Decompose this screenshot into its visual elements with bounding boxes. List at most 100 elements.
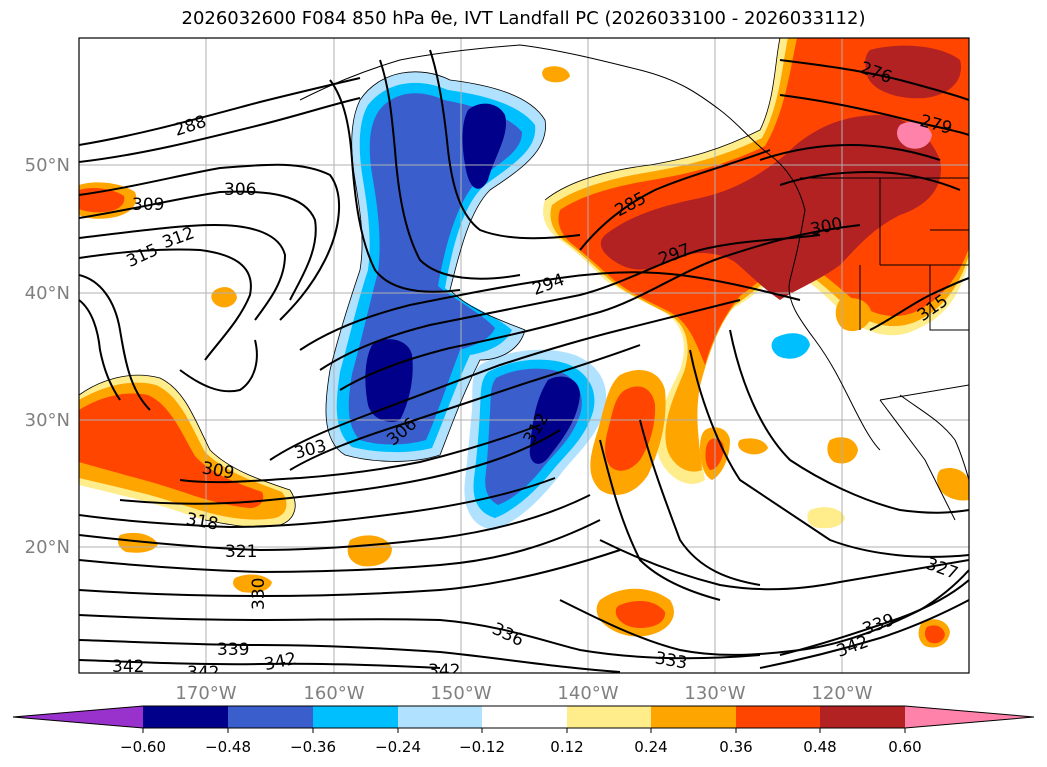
warm-region-mid-red — [605, 386, 656, 471]
colorbar-segment — [313, 706, 398, 728]
contour-342-b — [759, 599, 969, 669]
contour-300 — [339, 224, 861, 391]
colorbar-labels: −0.60 −0.48 −0.36 −0.24 −0.12 0.12 0.24 … — [120, 738, 922, 756]
lat-label: 30°N — [25, 410, 70, 431]
warm-region-small-l — [738, 438, 768, 455]
border-us-mexico — [879, 384, 969, 401]
contour-315-e — [869, 277, 969, 331]
warm-region-south-red — [615, 600, 666, 628]
colorbar-label: −0.60 — [120, 738, 166, 756]
lon-label: 150°W — [430, 683, 491, 704]
contour-321 — [79, 494, 591, 552]
contour-outer-loop-1 — [79, 274, 151, 411]
colorbar-label: −0.24 — [375, 738, 421, 756]
contour-294 — [299, 271, 801, 351]
colorbar-label: 0.12 — [550, 738, 583, 756]
coast-baja — [879, 399, 956, 521]
contour-label: 342 — [112, 657, 144, 677]
contour-306 — [79, 163, 341, 321]
lat-label: 20°N — [25, 537, 70, 558]
warm-region-hawaii-orange — [347, 535, 392, 567]
contour-label: 330 — [249, 578, 269, 610]
contour-trough-3 — [429, 49, 581, 240]
colorbar-label: 0.48 — [803, 738, 836, 756]
warm-region-small-g — [924, 625, 945, 644]
colorbar-segment — [228, 706, 313, 728]
colorbar-extend-min — [13, 706, 143, 728]
coast-mexico — [899, 394, 969, 481]
contour-east-2 — [729, 329, 969, 514]
warm-region-north-cap — [865, 45, 961, 99]
lon-label: 140°W — [557, 683, 618, 704]
longitude-labels: 170°W 160°W 150°W 140°W 130°W 120°W — [175, 683, 872, 704]
contour-label: 321 — [225, 542, 257, 562]
colorbar-label: 0.60 — [888, 738, 921, 756]
colorbar-segment — [567, 706, 651, 728]
contour-309-b — [179, 424, 541, 484]
colorbar-segment — [482, 706, 567, 728]
coast-alaska — [299, 44, 806, 211]
map-field: 288 306 309 315 312 294 285 297 300 276 … — [79, 38, 969, 683]
contour-east-1 — [689, 349, 969, 558]
contour-trough-1 — [329, 79, 461, 293]
edge-warm-ne — [544, 38, 781, 201]
contour-trough-2 — [379, 59, 521, 280]
warm-region-pink — [897, 121, 932, 149]
contour-327 — [599, 539, 969, 591]
colorbar-label: 0.24 — [634, 738, 667, 756]
contour-324 — [79, 519, 601, 574]
map-frame — [78, 37, 970, 674]
warm-region-small-j — [835, 298, 872, 332]
contour-label: 333 — [653, 648, 688, 673]
colorbar-ticks — [142, 728, 906, 733]
colorbar-segment — [143, 706, 228, 728]
contour-east-3 — [599, 439, 721, 601]
contour-339-b — [779, 579, 969, 656]
warm-region-west-red — [79, 393, 264, 508]
colorbar-segment — [398, 706, 482, 728]
contour-297 — [319, 234, 821, 371]
map-title: 2026032600 F084 850 hPa θe, IVT Landfall… — [181, 8, 866, 29]
lat-label: 50°N — [25, 155, 70, 176]
coast-west-us — [788, 209, 881, 451]
lon-label: 130°W — [684, 683, 745, 704]
graticule — [79, 38, 969, 673]
contour-336 — [79, 614, 761, 660]
colorbar-label: −0.36 — [290, 738, 336, 756]
warm-region-small-k — [937, 468, 969, 501]
lon-label: 170°W — [175, 683, 236, 704]
colorbar-extend-max — [905, 706, 1034, 728]
contour-label: 342 — [428, 661, 460, 681]
contour-label: 342 — [187, 663, 219, 683]
contour-label: 339 — [217, 640, 249, 660]
warm-region-small-h — [807, 507, 845, 529]
contour-288-b — [79, 97, 361, 163]
contour-318 — [79, 477, 556, 529]
theta-e-contours — [79, 49, 969, 673]
warm-region-small-a — [211, 287, 237, 308]
contour-312 — [79, 223, 287, 321]
contour-342 — [79, 659, 441, 669]
contour-339 — [79, 639, 621, 673]
colorbar-label: −0.48 — [205, 738, 251, 756]
warm-region-small-m — [542, 66, 570, 83]
contour-outer-loop-2 — [79, 299, 121, 401]
contour-291 — [779, 170, 961, 191]
warm-region-small-i — [827, 437, 858, 464]
contour-288-c — [759, 143, 941, 161]
colorbar-segment — [651, 706, 736, 728]
blue-region-north-core — [462, 103, 507, 189]
warm-region-small-b — [233, 574, 272, 593]
warm-region-small-c — [118, 532, 158, 553]
colorbar-segment — [736, 706, 820, 728]
edge-blue-north — [325, 71, 546, 462]
contour-east-4 — [639, 419, 761, 586]
contour-279 — [779, 94, 969, 136]
colorbar: −0.60 −0.48 −0.36 −0.24 −0.12 0.12 0.24 … — [12, 705, 1035, 756]
state-lines — [859, 178, 969, 331]
lat-label: 40°N — [25, 283, 70, 304]
blue-region-coast — [771, 333, 810, 359]
contour-label: 306 — [224, 180, 256, 200]
contour-315 — [79, 248, 252, 361]
